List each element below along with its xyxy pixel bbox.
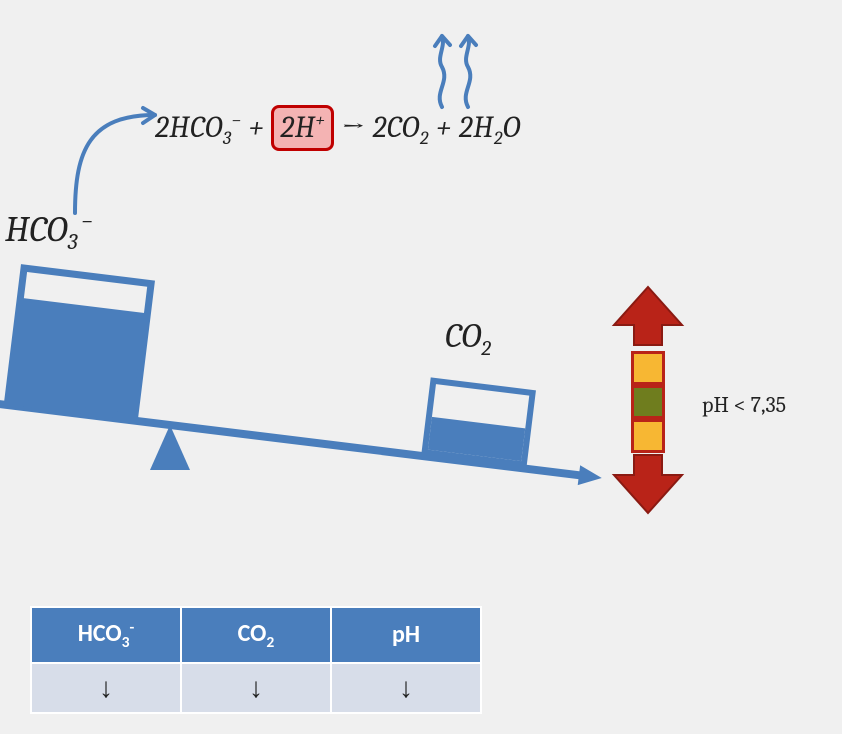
hco3-beaker-label: HCO3−	[5, 208, 93, 255]
ph-indicator	[608, 285, 688, 545]
lever-arrowhead-icon	[578, 465, 603, 488]
th-ph: pH	[331, 607, 481, 663]
td-ph: ↓	[331, 663, 481, 713]
co2-beaker	[425, 381, 533, 465]
ph-value-label: pH < 7,35	[702, 392, 786, 418]
hco3-beaker	[8, 268, 151, 417]
seesaw-diagram	[0, 255, 610, 515]
summary-table: HCO3- CO2 pH ↓ ↓ ↓	[30, 606, 482, 714]
eq-2h2o: + 2H2O	[429, 110, 521, 145]
eq-2co2: 2CO2	[373, 110, 429, 145]
flow-arrow-icon	[55, 95, 170, 215]
escape-arrows-icon	[424, 22, 494, 112]
indicator-square-top	[631, 351, 665, 385]
td-hco3: ↓	[31, 663, 181, 713]
indicator-square-mid	[631, 385, 665, 419]
eq-2h-plus-highlight: 2H+	[271, 105, 334, 151]
th-co2: CO2	[181, 607, 331, 663]
eq-plus1: +	[241, 110, 271, 145]
td-co2: ↓	[181, 663, 331, 713]
indicator-square-bot	[631, 419, 665, 453]
fulcrum-icon	[150, 425, 190, 470]
equation: 2HCO3− + 2H+ → 2CO2 + 2H2O	[155, 105, 521, 151]
up-arrow-icon	[608, 285, 688, 347]
th-hco3: HCO3-	[31, 607, 181, 663]
eq-arrow-right: →	[334, 110, 372, 145]
down-arrow-icon	[608, 453, 688, 515]
